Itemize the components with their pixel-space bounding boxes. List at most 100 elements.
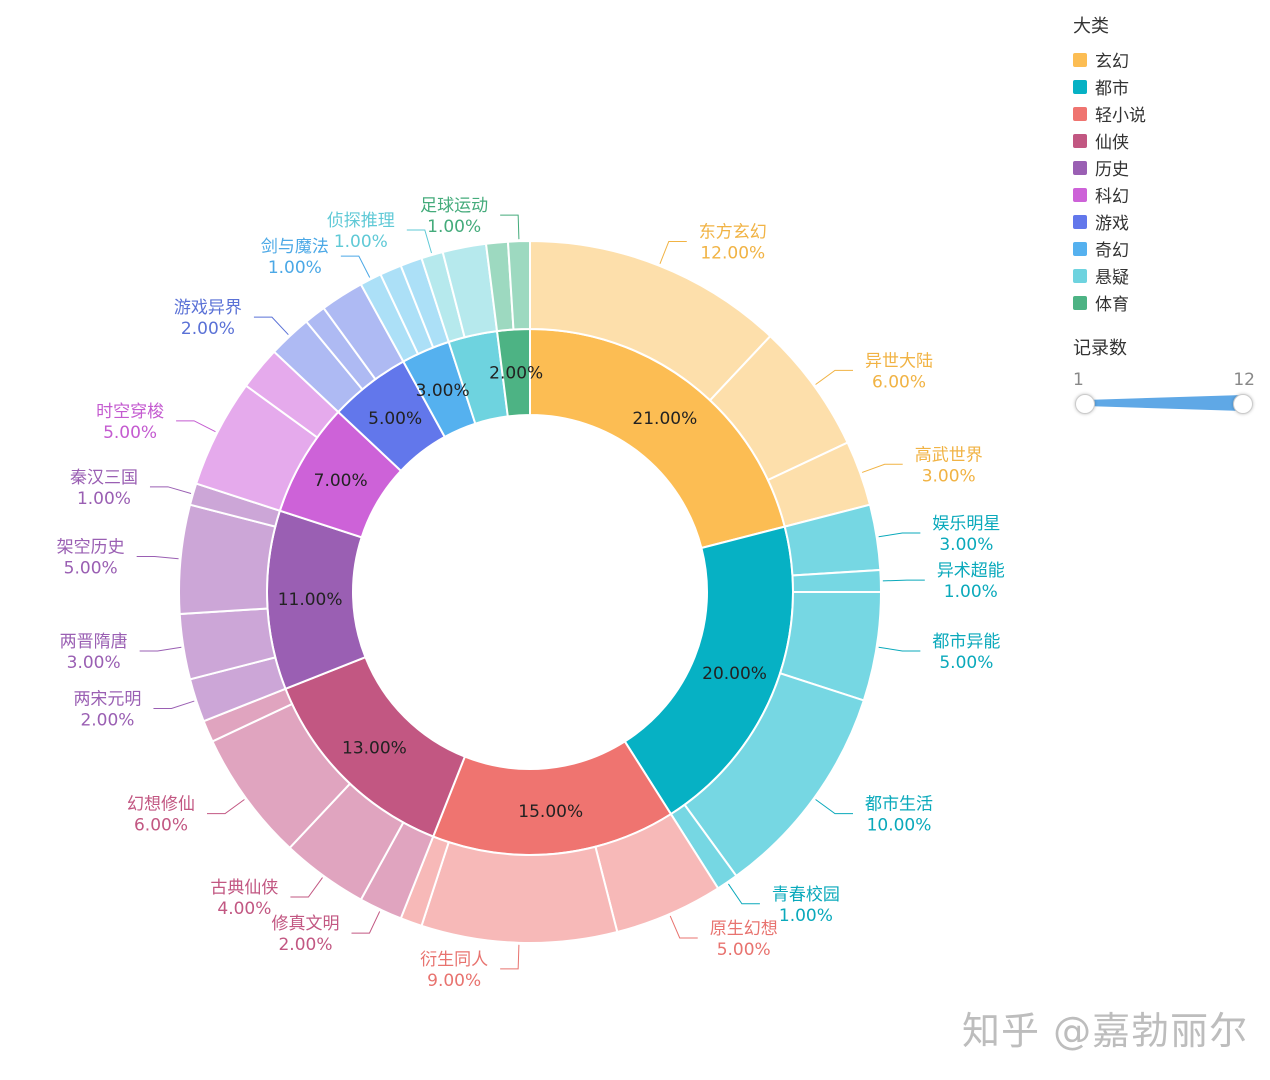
outer-slice-percent: 9.00%: [427, 971, 481, 991]
outer-slice-percent: 6.00%: [872, 372, 926, 392]
outer-slice-percent: 4.00%: [217, 899, 271, 919]
outer-slice-name: 足球运动: [420, 196, 488, 216]
outer-slice-name: 高武世界: [915, 445, 983, 465]
outer-slice-name: 秦汉三国: [70, 468, 138, 488]
leader-line: [500, 944, 520, 970]
legend: 大类 玄幻 都市 轻小说 仙侠 历史 科幻 游戏 奇幻 悬疑 体育: [1073, 12, 1263, 316]
inner-slice-label: 2.00%: [489, 363, 543, 383]
outer-slice-name: 异术超能: [937, 561, 1005, 581]
outer-slice-name: 游戏异界: [174, 298, 242, 318]
visual-map-max-handle[interactable]: [1233, 394, 1253, 414]
leader-line: [153, 700, 195, 709]
legend-item[interactable]: 玄幻: [1073, 46, 1263, 73]
legend-item-label: 都市: [1095, 79, 1129, 99]
inner-slice-label: 13.00%: [342, 739, 407, 759]
legend-item[interactable]: 体育: [1073, 289, 1263, 316]
outer-slice-name: 青春校园: [772, 885, 840, 905]
outer-slice-name: 时空穿梭: [96, 402, 164, 422]
leader-line: [351, 911, 381, 934]
outer-slice-percent: 2.00%: [278, 935, 332, 955]
leader-line: [669, 915, 698, 939]
outer-slice-name: 异世大陆: [865, 351, 933, 371]
outer-slice-name: 两晋隋唐: [60, 631, 128, 652]
leader-line: [176, 420, 216, 433]
watermark-text: 知乎 @嘉勃丽尔: [962, 1009, 1249, 1053]
outer-slice-percent: 1.00%: [779, 906, 833, 926]
legend-item[interactable]: 轻小说: [1073, 100, 1263, 127]
legend-swatch: [1073, 133, 1087, 148]
outer-slice-percent: 3.00%: [67, 653, 121, 673]
legend-item[interactable]: 游戏: [1073, 208, 1263, 235]
outer-slice-name: 都市异能: [932, 632, 1000, 652]
visual-map-max-label: 12: [1233, 370, 1255, 390]
visual-map-title: 记录数: [1073, 338, 1127, 359]
legend-item-label: 轻小说: [1095, 106, 1146, 126]
leader-line: [149, 486, 192, 494]
legend-item[interactable]: 历史: [1073, 154, 1263, 181]
outer-slice-name: 架空历史: [57, 538, 125, 558]
legend-item[interactable]: 科幻: [1073, 181, 1263, 208]
outer-slice-name: 剑与魔法: [261, 237, 329, 257]
outer-slice-percent: 1.00%: [77, 489, 131, 509]
legend-item[interactable]: 悬疑: [1073, 262, 1263, 289]
inner-slice-label: 20.00%: [702, 664, 767, 684]
visual-map-track[interactable]: [1073, 392, 1263, 416]
outer-slice-name: 娱乐明星: [932, 514, 1000, 534]
legend-item-label: 玄幻: [1095, 52, 1129, 72]
leader-line: [878, 646, 921, 652]
inner-slice-label: 7.00%: [314, 471, 368, 491]
outer-slice-name: 侦探推理: [327, 211, 395, 231]
outer-slice-percent: 5.00%: [717, 940, 771, 960]
outer-slice-name: 古典仙侠: [210, 878, 278, 898]
leader-line: [659, 240, 687, 264]
legend-swatch: [1073, 241, 1087, 256]
leader-line: [207, 799, 245, 815]
legend-swatch: [1073, 52, 1087, 67]
legend-item-label: 奇幻: [1095, 241, 1129, 261]
legend-item-label: 悬疑: [1095, 268, 1129, 288]
legend-swatch: [1073, 295, 1087, 310]
legend-swatch: [1073, 187, 1087, 202]
outer-slice-percent: 12.00%: [700, 243, 765, 263]
leader-line: [253, 316, 289, 336]
legend-item[interactable]: 奇幻: [1073, 235, 1263, 262]
legend-item[interactable]: 都市: [1073, 73, 1263, 100]
inner-slice-label: 11.00%: [278, 590, 343, 610]
leader-line: [815, 799, 853, 815]
outer-slice-percent: 5.00%: [64, 559, 118, 579]
leader-line: [878, 532, 921, 538]
outer-slice-percent: 5.00%: [103, 423, 157, 443]
outer-slice-name: 原生幻想: [710, 919, 778, 939]
leader-line: [815, 369, 853, 385]
legend-items: 玄幻都市轻小说 仙侠 历史科幻游戏奇幻悬疑 体育: [1073, 46, 1263, 316]
visual-map-range-bar: [1085, 395, 1243, 411]
inner-slice-label: 5.00%: [368, 409, 422, 429]
inner-slice-label: 3.00%: [416, 381, 470, 401]
outer-slice-percent: 1.00%: [427, 217, 481, 237]
outer-slice-percent: 1.00%: [268, 258, 322, 278]
legend-item-label: 科幻: [1095, 187, 1129, 207]
outer-slice-percent: 10.00%: [867, 816, 932, 836]
leader-line: [406, 229, 432, 254]
inner-slice-label: 21.00%: [632, 409, 697, 429]
legend-swatch: [1073, 214, 1087, 229]
outer-slice-percent: 1.00%: [944, 582, 998, 602]
outer-slice-name: 东方玄幻: [699, 222, 767, 242]
outer-slice-name: 幻想修仙: [127, 795, 195, 815]
inner-slice-label: 15.00%: [518, 802, 583, 822]
legend-item-label: 游戏: [1095, 214, 1129, 234]
visual-map-min-handle[interactable]: [1075, 394, 1095, 414]
outer-slice-name: 衍生同人: [420, 950, 488, 970]
legend-swatch: [1073, 268, 1087, 283]
leader-line: [882, 579, 925, 582]
outer-slice-percent: 1.00%: [334, 232, 388, 252]
leader-line: [500, 214, 520, 240]
outer-slice-percent: 3.00%: [939, 535, 993, 555]
leader-line: [340, 255, 371, 278]
legend-item[interactable]: 仙侠: [1073, 127, 1263, 154]
outer-slice[interactable]: [420, 840, 619, 944]
outer-slice-name: 两宋元明: [73, 689, 141, 709]
outer-slice[interactable]: [506, 239, 531, 331]
